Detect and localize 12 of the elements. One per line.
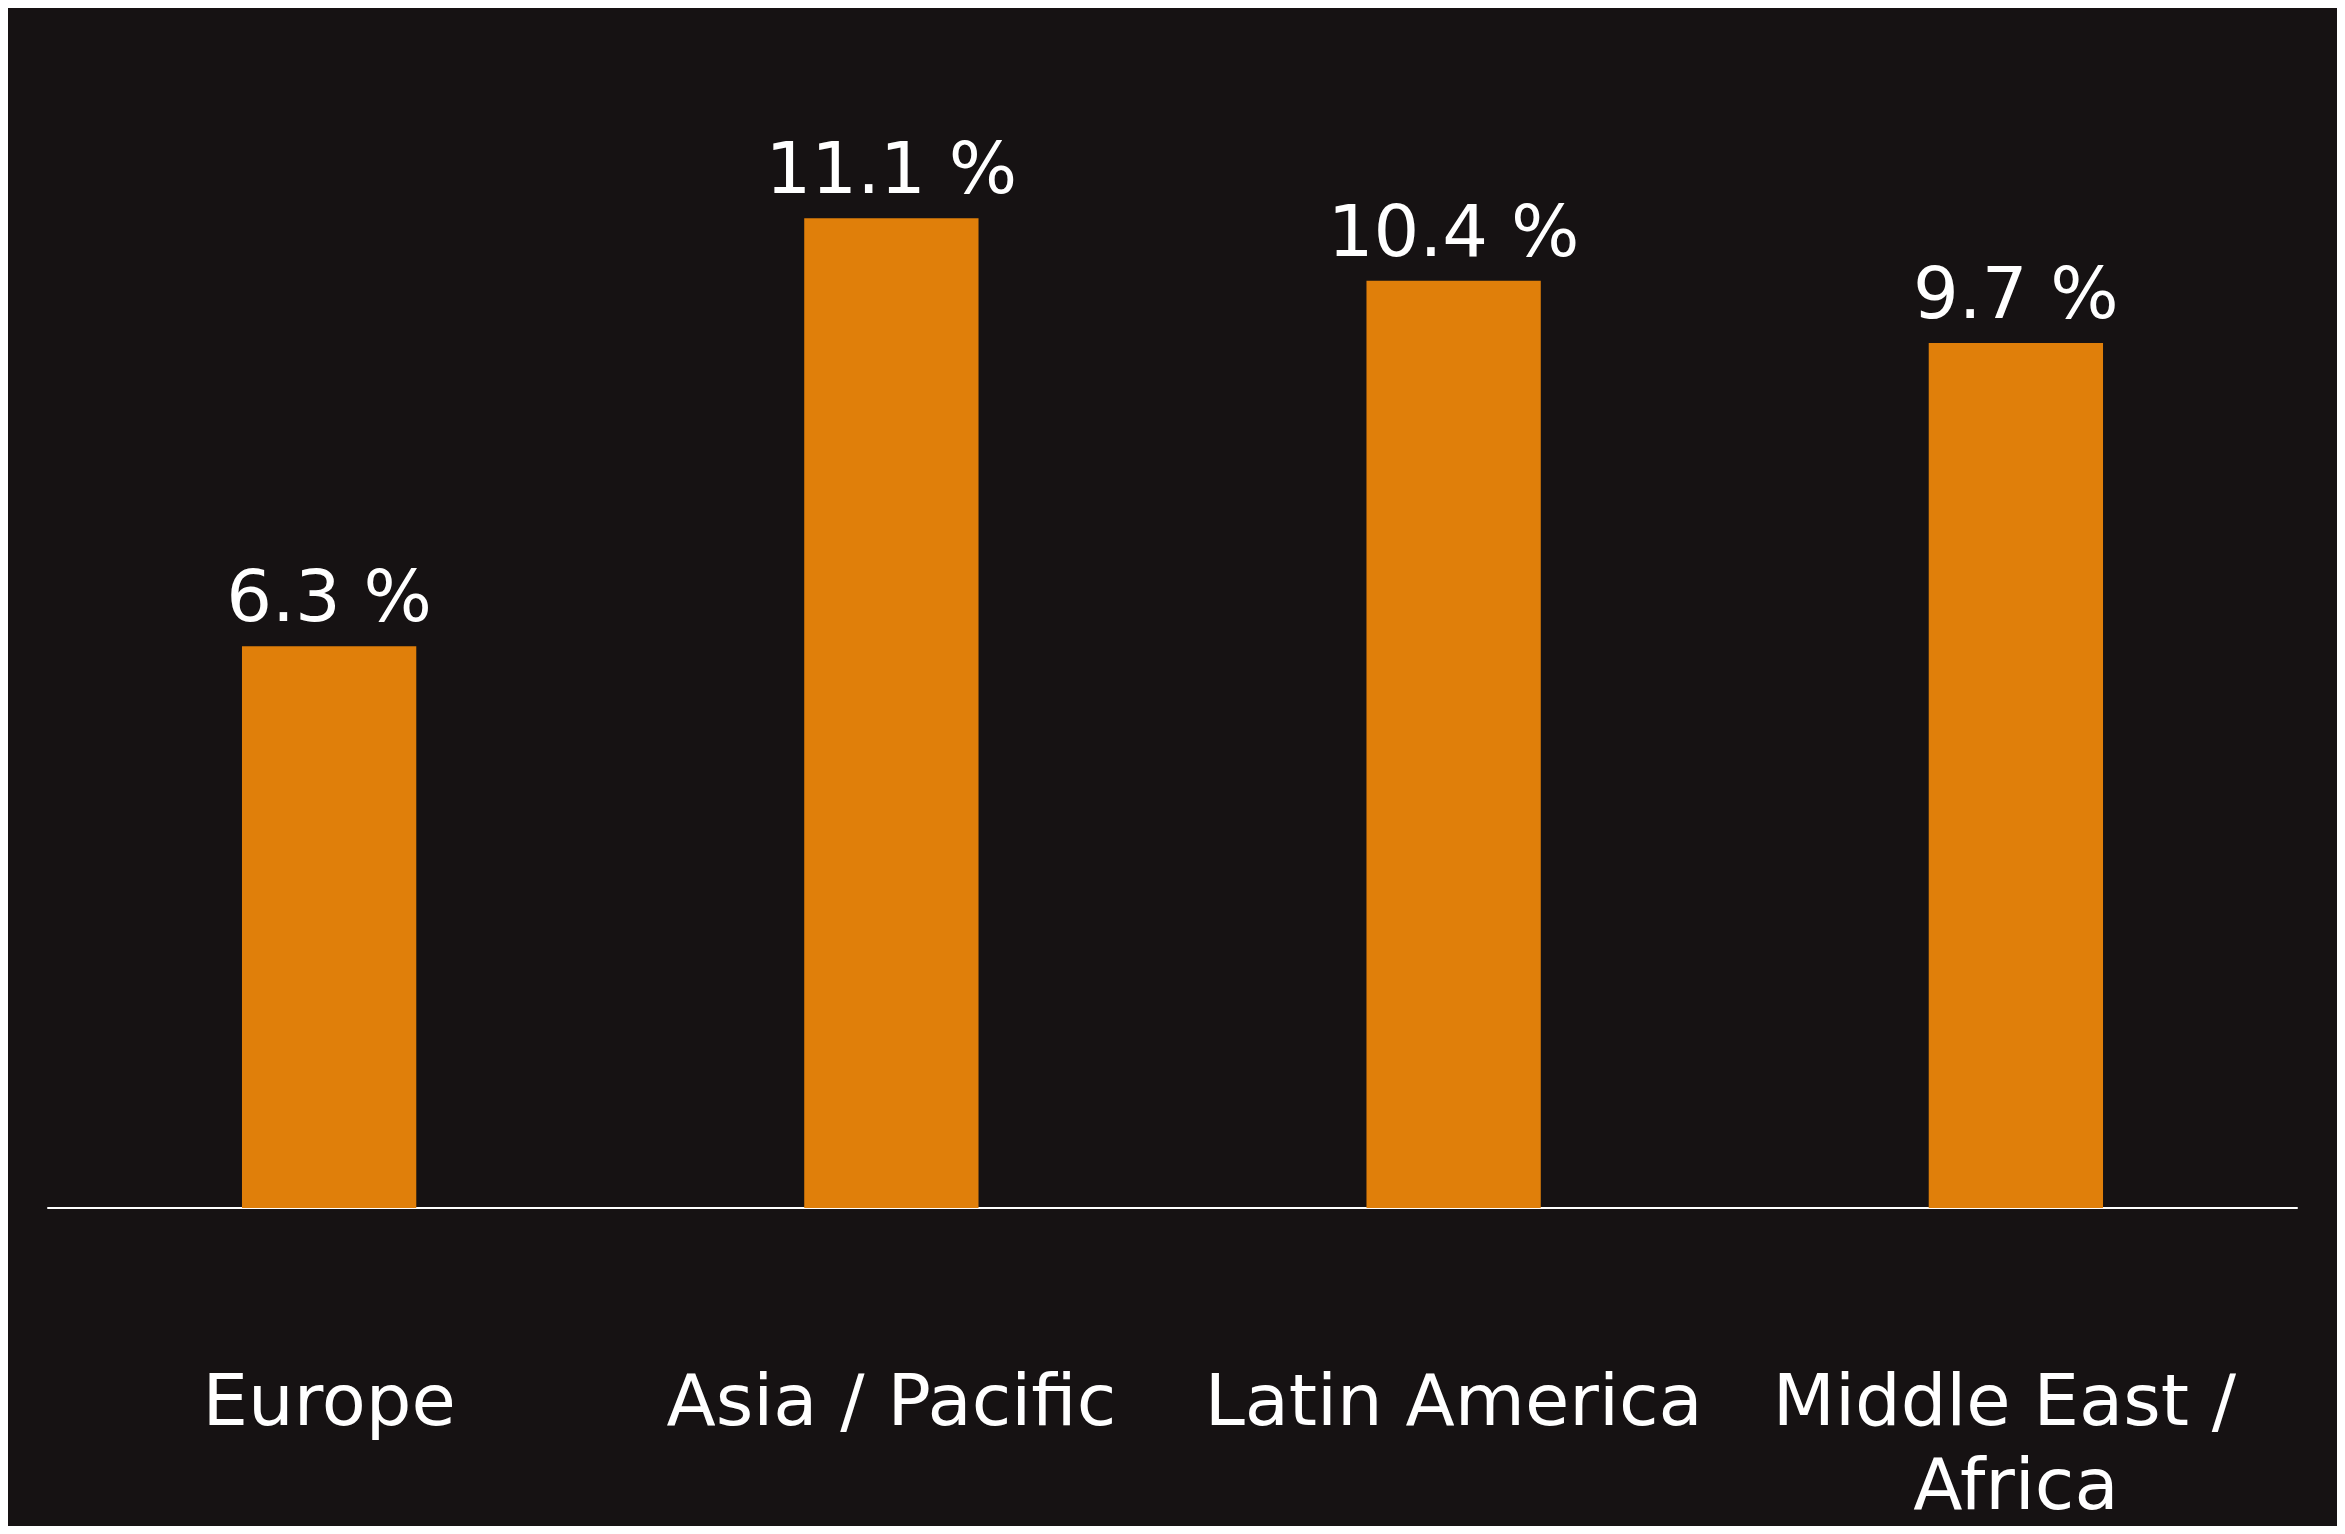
bar	[241, 646, 417, 1208]
x-tick-label: Asia / Pacific	[666, 1358, 1117, 1442]
x-tick-label: Middle East / Africa	[1772, 1358, 2259, 1526]
bar	[804, 218, 979, 1208]
x-tick-label: Europe	[202, 1358, 456, 1442]
data-label: 11.1 %	[765, 126, 1018, 211]
bar	[1928, 343, 2104, 1208]
x-tick-label: Latin America	[1204, 1358, 1703, 1442]
bar	[1366, 280, 1541, 1208]
data-label: 10.4 %	[1327, 188, 1580, 273]
data-label: 9.7 %	[1912, 251, 2119, 336]
data-label: 6.3 %	[226, 554, 433, 639]
